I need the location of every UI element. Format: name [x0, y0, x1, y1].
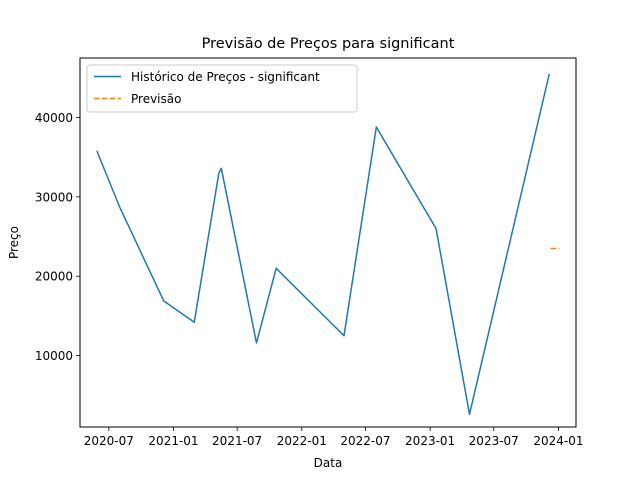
- x-tick-label: 2020-07: [84, 434, 134, 448]
- y-axis-label: Preço: [7, 226, 21, 259]
- chart-title: Previsão de Preços para significant: [202, 36, 455, 52]
- legend-label-forecast: Previsão: [131, 92, 181, 106]
- series-layer: [96, 73, 560, 416]
- x-axis: 2020-07 2021-01 2021-07 2022-01 2022-07 2023-…: [84, 427, 583, 448]
- y-tick-label: 40000: [35, 111, 73, 125]
- legend: Histórico de Preços - significant Previs…: [86, 64, 358, 113]
- series-history: [96, 73, 551, 416]
- legend-label-history: Histórico de Preços - significant: [131, 70, 320, 84]
- y-tick-label: 30000: [35, 190, 73, 204]
- x-tick-label: 2023-01: [405, 434, 455, 448]
- legend-box: [86, 64, 358, 113]
- plot-area-frame: [79, 57, 577, 428]
- x-tick-label: 2023-07: [469, 434, 519, 448]
- y-tick-label: 20000: [35, 270, 73, 284]
- y-tick-label: 10000: [35, 349, 73, 363]
- x-axis-label: Data: [314, 456, 343, 470]
- y-axis: 10000 20000 30000 40000: [35, 111, 80, 363]
- x-tick-label: 2022-01: [277, 434, 327, 448]
- x-tick-label: 2022-07: [340, 434, 390, 448]
- x-tick-label: 2024-01: [533, 434, 583, 448]
- x-tick-label: 2021-07: [212, 434, 262, 448]
- x-tick-label: 2021-01: [148, 434, 198, 448]
- series-line: [96, 73, 551, 416]
